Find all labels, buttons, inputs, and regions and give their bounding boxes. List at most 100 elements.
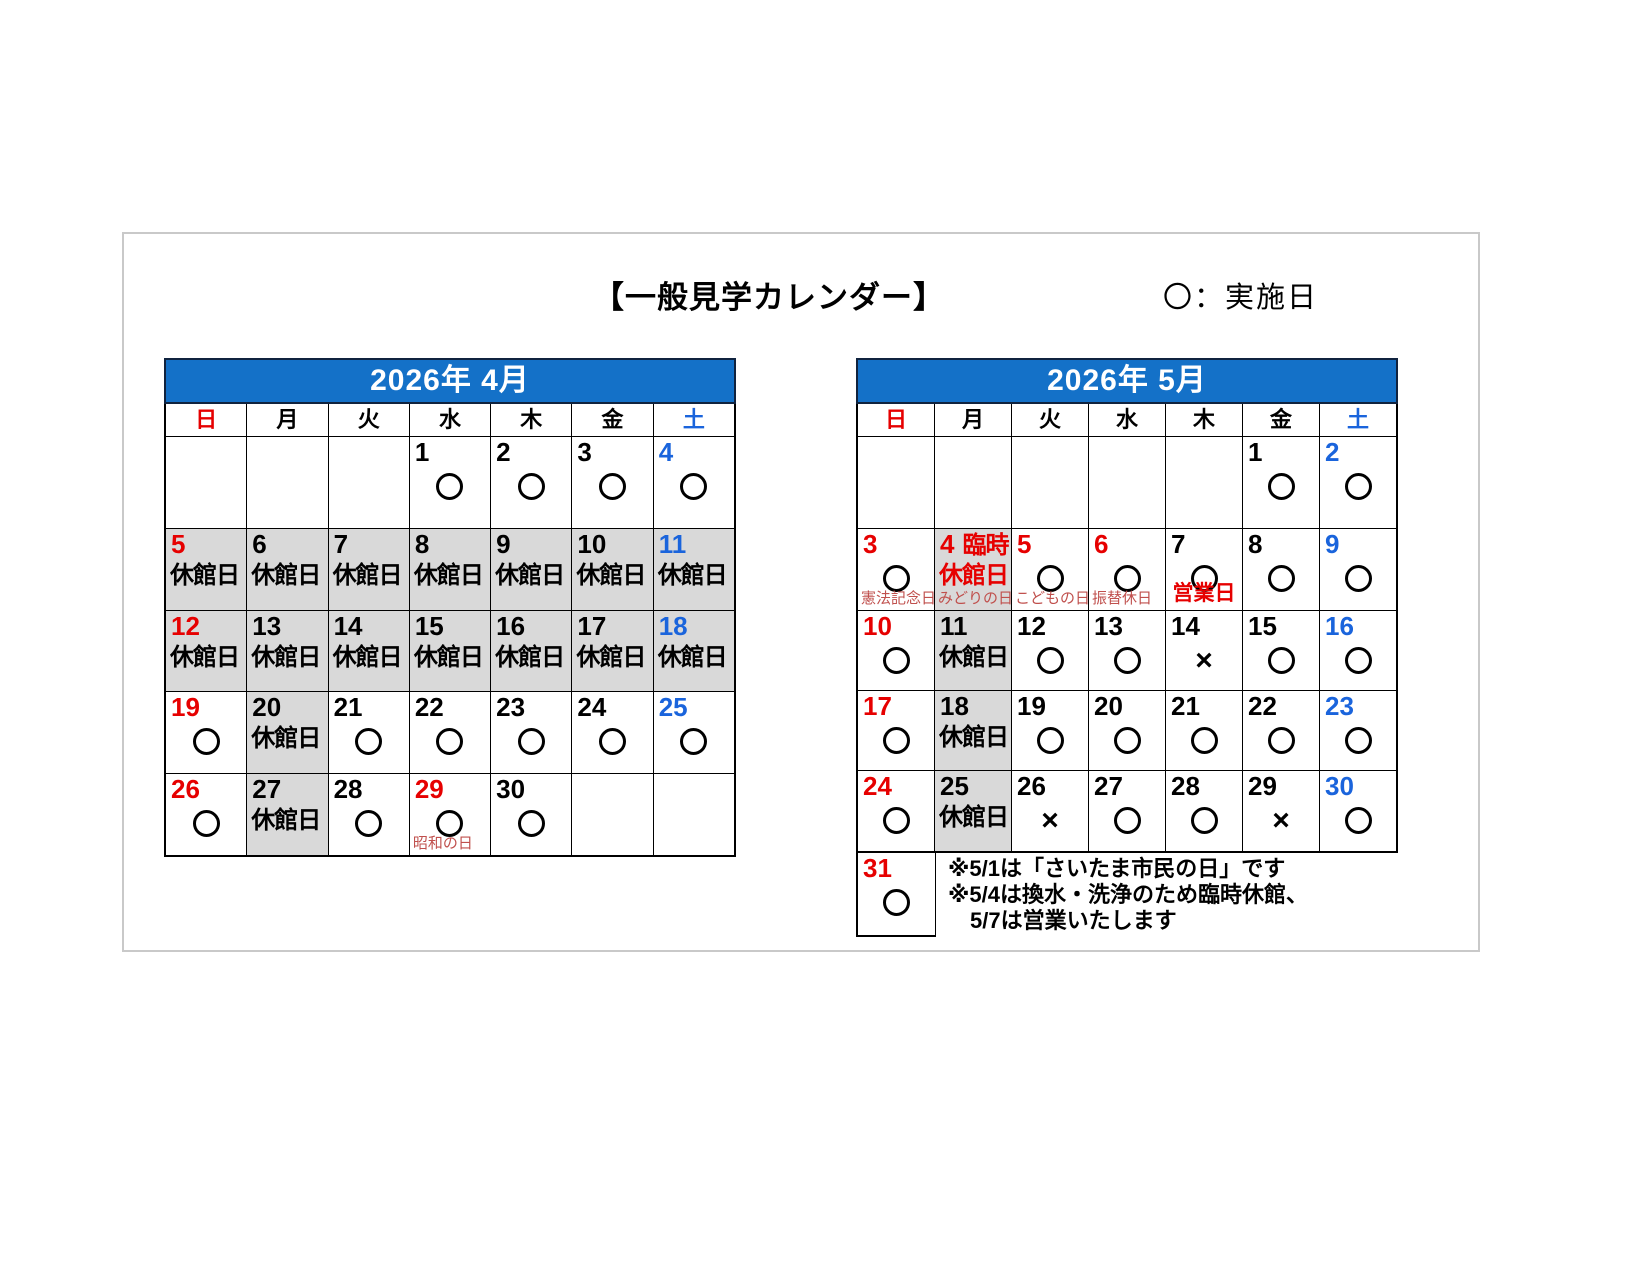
- holiday-label: こどもの日: [1015, 590, 1088, 607]
- cross-icon: ×: [1272, 804, 1290, 837]
- date-line: 17: [858, 691, 934, 724]
- closed-day-label: 休館日: [332, 644, 403, 671]
- closed-day-label: 休館日: [251, 807, 321, 834]
- date-line: 1: [410, 437, 490, 470]
- date-line: 11: [935, 611, 1011, 644]
- date-number: 4: [940, 529, 955, 559]
- date-number: 31: [863, 853, 892, 883]
- date-line: 8: [1243, 529, 1319, 562]
- date-line: 11: [654, 529, 734, 562]
- date-line: 16: [491, 611, 571, 644]
- date-line: 7: [1166, 529, 1242, 562]
- open-circle-icon: [599, 728, 627, 755]
- weekday-header-mon: 月: [934, 404, 1011, 436]
- calendar-week-row: 1 2 3 4: [166, 436, 734, 528]
- day-cell-april-16: 16 休館日: [490, 611, 572, 691]
- date-number: 9: [496, 529, 511, 559]
- calendar-week-row: 12 休館日 13 休館日 14 休館日 15 休館日 16 休館日 17 休館日 18 休館日: [166, 610, 734, 691]
- open-circle-icon: [355, 810, 383, 837]
- date-number: 16: [1325, 611, 1354, 641]
- open-circle-icon: [355, 728, 383, 755]
- day-cell-april-3: 3: [571, 437, 653, 528]
- day-cell-april-20: 20 休館日: [246, 692, 328, 773]
- day-cell-may-7: 7 営業日: [1165, 529, 1242, 610]
- closed-day-label: 休館日: [939, 724, 1009, 751]
- date-line: 13: [1089, 611, 1165, 644]
- date-number: 12: [171, 611, 200, 641]
- open-circle-icon: [1190, 807, 1218, 834]
- day-cell-april-1: 1: [408, 437, 491, 528]
- closed-day-label: 休館日: [332, 562, 403, 589]
- date-number: 4: [658, 437, 674, 467]
- day-cell-may-10: 10: [858, 611, 934, 690]
- day-cell-april-24: 24: [571, 692, 653, 773]
- date-line: 13: [247, 611, 327, 644]
- open-circle-icon: [1190, 565, 1218, 592]
- day-cell-april-17: 17 休館日: [571, 611, 653, 691]
- date-line: 5: [166, 529, 246, 562]
- date-number: 16: [496, 611, 526, 641]
- day-cell-may-18: 18 休館日: [934, 691, 1011, 770]
- day-cell-empty: [1011, 437, 1088, 528]
- open-circle-icon: [680, 728, 708, 755]
- date-line: 5: [1012, 529, 1088, 562]
- date-number: 3: [577, 437, 592, 467]
- date-line: 23: [1320, 691, 1396, 724]
- date-line: 12: [166, 611, 246, 644]
- day-cell-may-23: 23: [1319, 691, 1396, 770]
- date-number: 18: [658, 611, 688, 641]
- date-line: 28: [1166, 771, 1242, 804]
- day-cell-may-30: 30: [1319, 771, 1396, 851]
- date-number: 30: [1325, 771, 1354, 801]
- weekday-header-wed: 水: [408, 404, 490, 436]
- date-line: 7: [329, 529, 409, 562]
- closed-day-label: 休館日: [939, 562, 1009, 589]
- date-line: 24: [572, 692, 652, 725]
- day-cell-may-16: 16: [1319, 611, 1396, 690]
- day-cell-empty: [1088, 437, 1165, 528]
- date-number: 14: [1171, 611, 1200, 641]
- open-circle-icon: [1113, 727, 1141, 754]
- date-line: 27: [247, 774, 327, 807]
- date-line: 6: [247, 529, 327, 562]
- date-line: 4: [654, 437, 734, 470]
- day-cell-may-15: 15: [1242, 611, 1319, 690]
- weekday-header-tue: 火: [1011, 404, 1088, 436]
- date-number: 14: [333, 611, 363, 641]
- open-circle-icon: [1344, 647, 1372, 674]
- day-cell-april-18: 18 休館日: [652, 611, 734, 691]
- date-line: 27: [1089, 771, 1165, 804]
- open-circle-icon: [1267, 565, 1295, 592]
- open-circle-icon: [882, 647, 910, 674]
- weekday-header-sat: 土: [652, 404, 734, 436]
- closed-day-label: 休館日: [495, 562, 565, 589]
- open-circle-icon: [1113, 565, 1141, 592]
- holiday-label: 憲法記念日: [861, 590, 934, 607]
- day-cell-april-8: 8 休館日: [408, 529, 491, 610]
- date-number: 17: [863, 691, 892, 721]
- date-number: 24: [577, 692, 607, 722]
- closed-day-label: 休館日: [413, 644, 484, 671]
- date-number: 6: [252, 529, 267, 559]
- date-number: 10: [863, 611, 892, 641]
- page-title: 【一般見学カレンダー】: [593, 280, 945, 315]
- date-number: 15: [1248, 611, 1277, 641]
- day-cell-april-14: 14 休館日: [327, 611, 409, 691]
- open-circle-icon: [192, 810, 220, 837]
- date-line: 25: [654, 692, 734, 725]
- open-circle-icon: [882, 807, 910, 834]
- date-line: 20: [1089, 691, 1165, 724]
- date-line: 14: [329, 611, 409, 644]
- date-line: 12: [1012, 611, 1088, 644]
- date-number: 6: [1094, 529, 1109, 559]
- day-cell-april-26: 26: [166, 774, 247, 855]
- date-number: 13: [252, 611, 282, 641]
- date-number: 5: [171, 529, 186, 559]
- calendar-may-title: 2026年 5月: [856, 358, 1398, 404]
- date-line: 10: [858, 611, 934, 644]
- date-line: 3: [572, 437, 652, 470]
- day-cell-may-3: 3 憲法記念日: [858, 529, 934, 610]
- day-cell-empty: [166, 437, 247, 528]
- open-circle-icon: [1036, 565, 1064, 592]
- date-number: 8: [414, 529, 430, 559]
